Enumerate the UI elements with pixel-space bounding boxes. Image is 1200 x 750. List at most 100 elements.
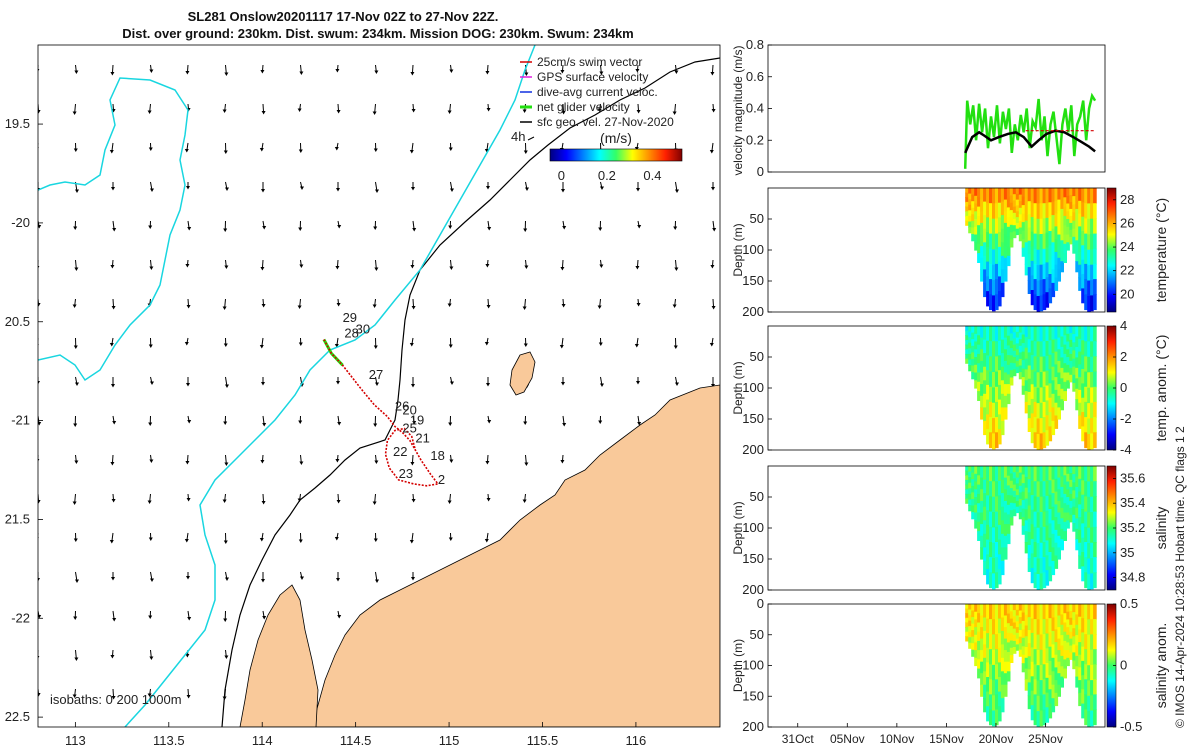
section-cell bbox=[989, 526, 993, 543]
current-arrow-head bbox=[299, 461, 304, 465]
section-cell bbox=[1084, 694, 1088, 711]
section-cell bbox=[992, 604, 996, 620]
section-cell bbox=[1003, 257, 1008, 270]
current-arrow-head bbox=[299, 264, 304, 268]
section-cell bbox=[1060, 635, 1064, 647]
section-cell bbox=[1015, 349, 1020, 356]
section-cell bbox=[971, 326, 975, 334]
section-cell bbox=[980, 627, 984, 640]
section-cell bbox=[998, 370, 1002, 386]
section-cell bbox=[1048, 703, 1053, 719]
section-cell bbox=[1084, 248, 1088, 265]
current-arrow-head bbox=[561, 111, 566, 115]
section-cell bbox=[1090, 203, 1094, 220]
current-arrow-head bbox=[711, 306, 716, 310]
section-cell bbox=[1024, 668, 1029, 680]
section-cell bbox=[971, 623, 975, 631]
section-cell bbox=[989, 481, 993, 497]
current-arrow-head bbox=[259, 148, 264, 152]
current-arrow-head bbox=[410, 72, 415, 76]
section-cell bbox=[1024, 391, 1029, 403]
section-cell bbox=[1042, 694, 1047, 711]
section-cell bbox=[1081, 646, 1085, 662]
section-cell bbox=[971, 485, 975, 493]
section-cell bbox=[1066, 333, 1070, 343]
section-cell bbox=[1027, 505, 1032, 520]
section-cell bbox=[1042, 572, 1047, 589]
section-cell bbox=[1090, 558, 1094, 574]
current-arrow-head bbox=[297, 108, 302, 112]
current-arrow-head bbox=[410, 265, 415, 269]
section-cell bbox=[1003, 604, 1008, 617]
section-cell bbox=[1045, 277, 1050, 293]
section-cell bbox=[1090, 634, 1094, 651]
current-arrow-head bbox=[148, 147, 153, 151]
section-cell bbox=[1012, 478, 1017, 486]
section-cell bbox=[1084, 572, 1088, 589]
current-arrow-head bbox=[673, 226, 678, 230]
section-cell bbox=[989, 294, 993, 311]
section-cell bbox=[1042, 542, 1047, 558]
section-cell bbox=[1093, 294, 1097, 311]
section-cell bbox=[1069, 236, 1073, 245]
section-cell bbox=[1069, 507, 1073, 516]
section-cell bbox=[1036, 695, 1041, 712]
current-arrow-head bbox=[373, 538, 378, 542]
section-cell bbox=[1009, 210, 1014, 219]
section-cell bbox=[992, 433, 996, 450]
section-cell bbox=[1030, 202, 1035, 218]
current-arrow-head bbox=[599, 264, 604, 268]
section-cell bbox=[974, 504, 978, 514]
section-cell bbox=[977, 493, 981, 504]
section-cell bbox=[1039, 558, 1044, 574]
section-cell bbox=[983, 644, 987, 659]
section-cell bbox=[995, 386, 999, 403]
section-cell bbox=[998, 691, 1002, 707]
section-cell bbox=[1054, 692, 1059, 707]
section-cell bbox=[1066, 219, 1070, 228]
section-cell bbox=[974, 489, 978, 498]
section-cell bbox=[1075, 399, 1079, 411]
section-cell bbox=[1075, 250, 1079, 262]
section-cell bbox=[980, 269, 984, 282]
section-cell bbox=[968, 204, 972, 211]
section-cell bbox=[1018, 234, 1023, 242]
current-arrow-head bbox=[560, 267, 565, 271]
section-cell bbox=[1009, 473, 1014, 482]
section-cell bbox=[1033, 481, 1038, 497]
section-cell bbox=[1021, 620, 1026, 630]
legend-entry: net glider velocity bbox=[537, 100, 630, 114]
section-cell bbox=[986, 495, 990, 511]
section-cell bbox=[1021, 213, 1026, 223]
ytick-label: 50 bbox=[750, 627, 764, 642]
section-cell bbox=[1030, 524, 1035, 540]
cbtick-label: 4 bbox=[1120, 318, 1127, 333]
section-cell bbox=[980, 349, 984, 362]
section-cell bbox=[1003, 188, 1008, 201]
section-cell bbox=[983, 630, 987, 645]
title-line-2: Dist. over ground: 230km. Dist. swum: 23… bbox=[122, 26, 634, 41]
section-cell bbox=[1087, 695, 1091, 712]
section-cell bbox=[1078, 604, 1082, 618]
section-cell bbox=[1036, 249, 1041, 266]
section-cell bbox=[1027, 518, 1032, 533]
section-cell bbox=[1042, 341, 1047, 357]
current-arrow-head bbox=[260, 460, 265, 464]
panel-ylabel: Depth (m) bbox=[731, 639, 745, 692]
section-cell bbox=[1042, 401, 1047, 418]
section-cell bbox=[1006, 466, 1011, 477]
current-arrow-head bbox=[298, 539, 303, 543]
current-arrow-head bbox=[711, 109, 716, 113]
section-cell bbox=[1084, 341, 1088, 357]
section-cell bbox=[1069, 645, 1073, 653]
section-cell bbox=[1000, 466, 1005, 481]
current-arrow-head bbox=[674, 70, 679, 74]
section-cell bbox=[995, 542, 999, 558]
section-cell bbox=[1009, 633, 1014, 642]
section-cell bbox=[1060, 367, 1064, 379]
section-cell bbox=[989, 401, 993, 418]
section-cell bbox=[980, 188, 984, 201]
day-label: 27 bbox=[369, 367, 383, 382]
section-cell bbox=[965, 604, 969, 610]
current-arrow-head bbox=[185, 71, 190, 75]
